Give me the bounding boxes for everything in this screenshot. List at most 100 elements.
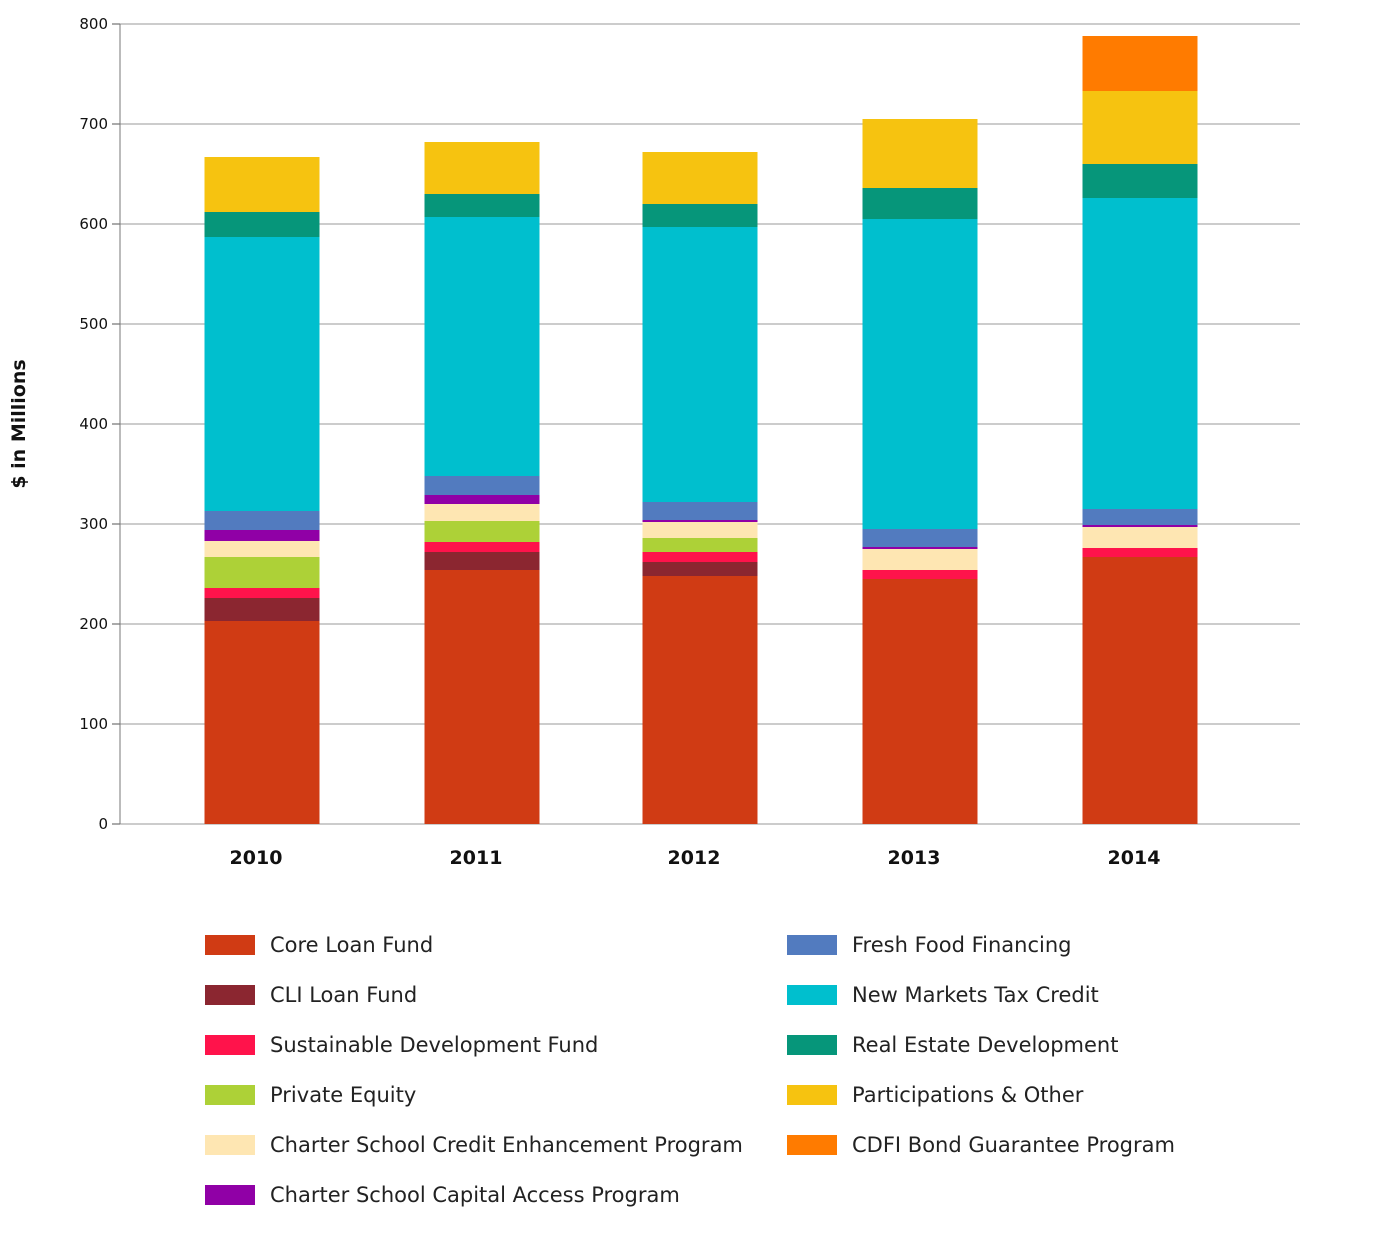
bar-segment-private-equity (424, 521, 540, 542)
legend-swatch (205, 1035, 255, 1055)
legend-item: Sustainable Development Fund (205, 1033, 598, 1057)
bars (204, 36, 1198, 824)
bar-segment-charter-school-credit-enhancement-program (1082, 527, 1198, 548)
bar-segment-core-loan-fund (204, 621, 320, 824)
legend-swatch (787, 935, 837, 955)
stacked-bar-chart: 0 100 200 300 400 500 600 700 800 2010 2011 2012 20… (8, 15, 1300, 869)
bar-segment-charter-school-capital-access-program (1082, 525, 1198, 527)
legend-swatch (787, 985, 837, 1005)
bar-stack-2010 (204, 157, 320, 824)
y-tick-label: 700 (79, 115, 108, 133)
y-axis: 0 100 200 300 400 500 600 700 800 (79, 15, 121, 833)
bar-segment-core-loan-fund (862, 579, 978, 824)
bar-segment-participations-other (862, 119, 978, 188)
legend-label: Charter School Credit Enhancement Progra… (270, 1133, 743, 1157)
bar-segment-sustainable-development-fund (424, 542, 540, 552)
bar-segment-real-estate-development (204, 212, 320, 237)
x-tick-label: 2012 (668, 847, 721, 869)
legend-item: Participations & Other (787, 1083, 1083, 1107)
bar-segment-private-equity (642, 538, 758, 552)
bar-segment-real-estate-development (424, 194, 540, 217)
x-tick-label: 2014 (1108, 847, 1161, 869)
bar-segment-cdfi-bond-guarantee-program (1082, 36, 1198, 91)
bar-segment-new-markets-tax-credit (642, 227, 758, 502)
legend-label: Charter School Capital Access Program (270, 1183, 680, 1207)
bar-segment-fresh-food-financing (424, 476, 540, 495)
bar-segment-participations-other (1082, 91, 1198, 164)
bar-segment-participations-other (204, 157, 320, 212)
bar-segment-charter-school-credit-enhancement-program (424, 504, 540, 521)
y-tick-label: 800 (79, 15, 108, 33)
legend-item: Core Loan Fund (205, 933, 433, 957)
legend-swatch (787, 1035, 837, 1055)
x-tick-label: 2011 (450, 847, 503, 869)
bar-segment-new-markets-tax-credit (1082, 198, 1198, 509)
bar-segment-sustainable-development-fund (642, 552, 758, 562)
legend-item: CLI Loan Fund (205, 983, 417, 1007)
bar-segment-sustainable-development-fund (1082, 548, 1198, 557)
bar-segment-participations-other (424, 142, 540, 194)
y-tick-label: 400 (79, 415, 108, 433)
y-tick-label: 300 (79, 515, 108, 533)
legend-swatch (205, 1185, 255, 1205)
bar-segment-cli-loan-fund (642, 562, 758, 576)
bar-segment-cli-loan-fund (424, 552, 540, 570)
bar-segment-charter-school-credit-enhancement-program (862, 549, 978, 570)
legend-item: New Markets Tax Credit (787, 983, 1099, 1007)
bar-segment-sustainable-development-fund (204, 588, 320, 598)
bar-segment-fresh-food-financing (862, 529, 978, 547)
legend-item: Private Equity (205, 1083, 416, 1107)
y-tick-label: 200 (79, 615, 108, 633)
y-tick-label: 0 (98, 815, 108, 833)
legend-label: Sustainable Development Fund (270, 1033, 599, 1057)
x-tick-label: 2010 (230, 847, 283, 869)
legend-swatch (205, 1085, 255, 1105)
bar-segment-charter-school-capital-access-program (424, 495, 540, 504)
bar-stack-2013 (862, 119, 978, 824)
legend-swatch (787, 1085, 837, 1105)
legend-swatch (205, 985, 255, 1005)
bar-segment-real-estate-development (1082, 164, 1198, 198)
legend-item: Real Estate Development (787, 1033, 1118, 1057)
bar-segment-fresh-food-financing (1082, 509, 1198, 525)
y-tick-label: 600 (79, 215, 108, 233)
legend-swatch (205, 1135, 255, 1155)
legend-item: Charter School Credit Enhancement Progra… (205, 1133, 743, 1157)
bar-segment-charter-school-capital-access-program (204, 530, 320, 541)
bar-stack-2011 (424, 142, 540, 824)
legend-label: New Markets Tax Credit (852, 983, 1099, 1007)
bar-segment-new-markets-tax-credit (424, 217, 540, 476)
bar-segment-charter-school-credit-enhancement-program (642, 522, 758, 538)
bar-segment-core-loan-fund (642, 576, 758, 824)
bar-segment-charter-school-capital-access-program (862, 547, 978, 549)
bar-segment-core-loan-fund (424, 570, 540, 824)
x-axis: 2010 2011 2012 2013 2014 (230, 847, 1161, 869)
legend-item: Fresh Food Financing (787, 933, 1072, 957)
y-tick-label: 500 (79, 315, 108, 333)
bar-stack-2012 (642, 152, 758, 824)
legend-label: CLI Loan Fund (270, 983, 418, 1007)
bar-segment-new-markets-tax-credit (862, 219, 978, 529)
bar-segment-charter-school-capital-access-program (642, 520, 758, 522)
legend-label: Core Loan Fund (270, 933, 434, 957)
bar-segment-sustainable-development-fund (862, 570, 978, 579)
legend-label: Fresh Food Financing (852, 933, 1072, 957)
legend-label: Private Equity (270, 1083, 417, 1107)
bar-segment-new-markets-tax-credit (204, 237, 320, 511)
legend-swatch (205, 935, 255, 955)
bar-segment-participations-other (642, 152, 758, 204)
legend-label: Real Estate Development (852, 1033, 1119, 1057)
legend-label: Participations & Other (852, 1083, 1084, 1107)
bar-segment-private-equity (204, 557, 320, 588)
legend-item: Charter School Capital Access Program (205, 1183, 680, 1207)
bar-segment-real-estate-development (642, 204, 758, 227)
bar-segment-fresh-food-financing (204, 511, 320, 530)
bar-segment-fresh-food-financing (642, 502, 758, 520)
legend-label: CDFI Bond Guarantee Program (852, 1133, 1175, 1157)
legend-item: CDFI Bond Guarantee Program (787, 1133, 1175, 1157)
legend-swatch (787, 1135, 837, 1155)
bar-segment-core-loan-fund (1082, 557, 1198, 824)
y-axis-label: $ in Millions (8, 359, 30, 488)
y-tick-label: 100 (79, 715, 108, 733)
bar-segment-cli-loan-fund (204, 598, 320, 621)
